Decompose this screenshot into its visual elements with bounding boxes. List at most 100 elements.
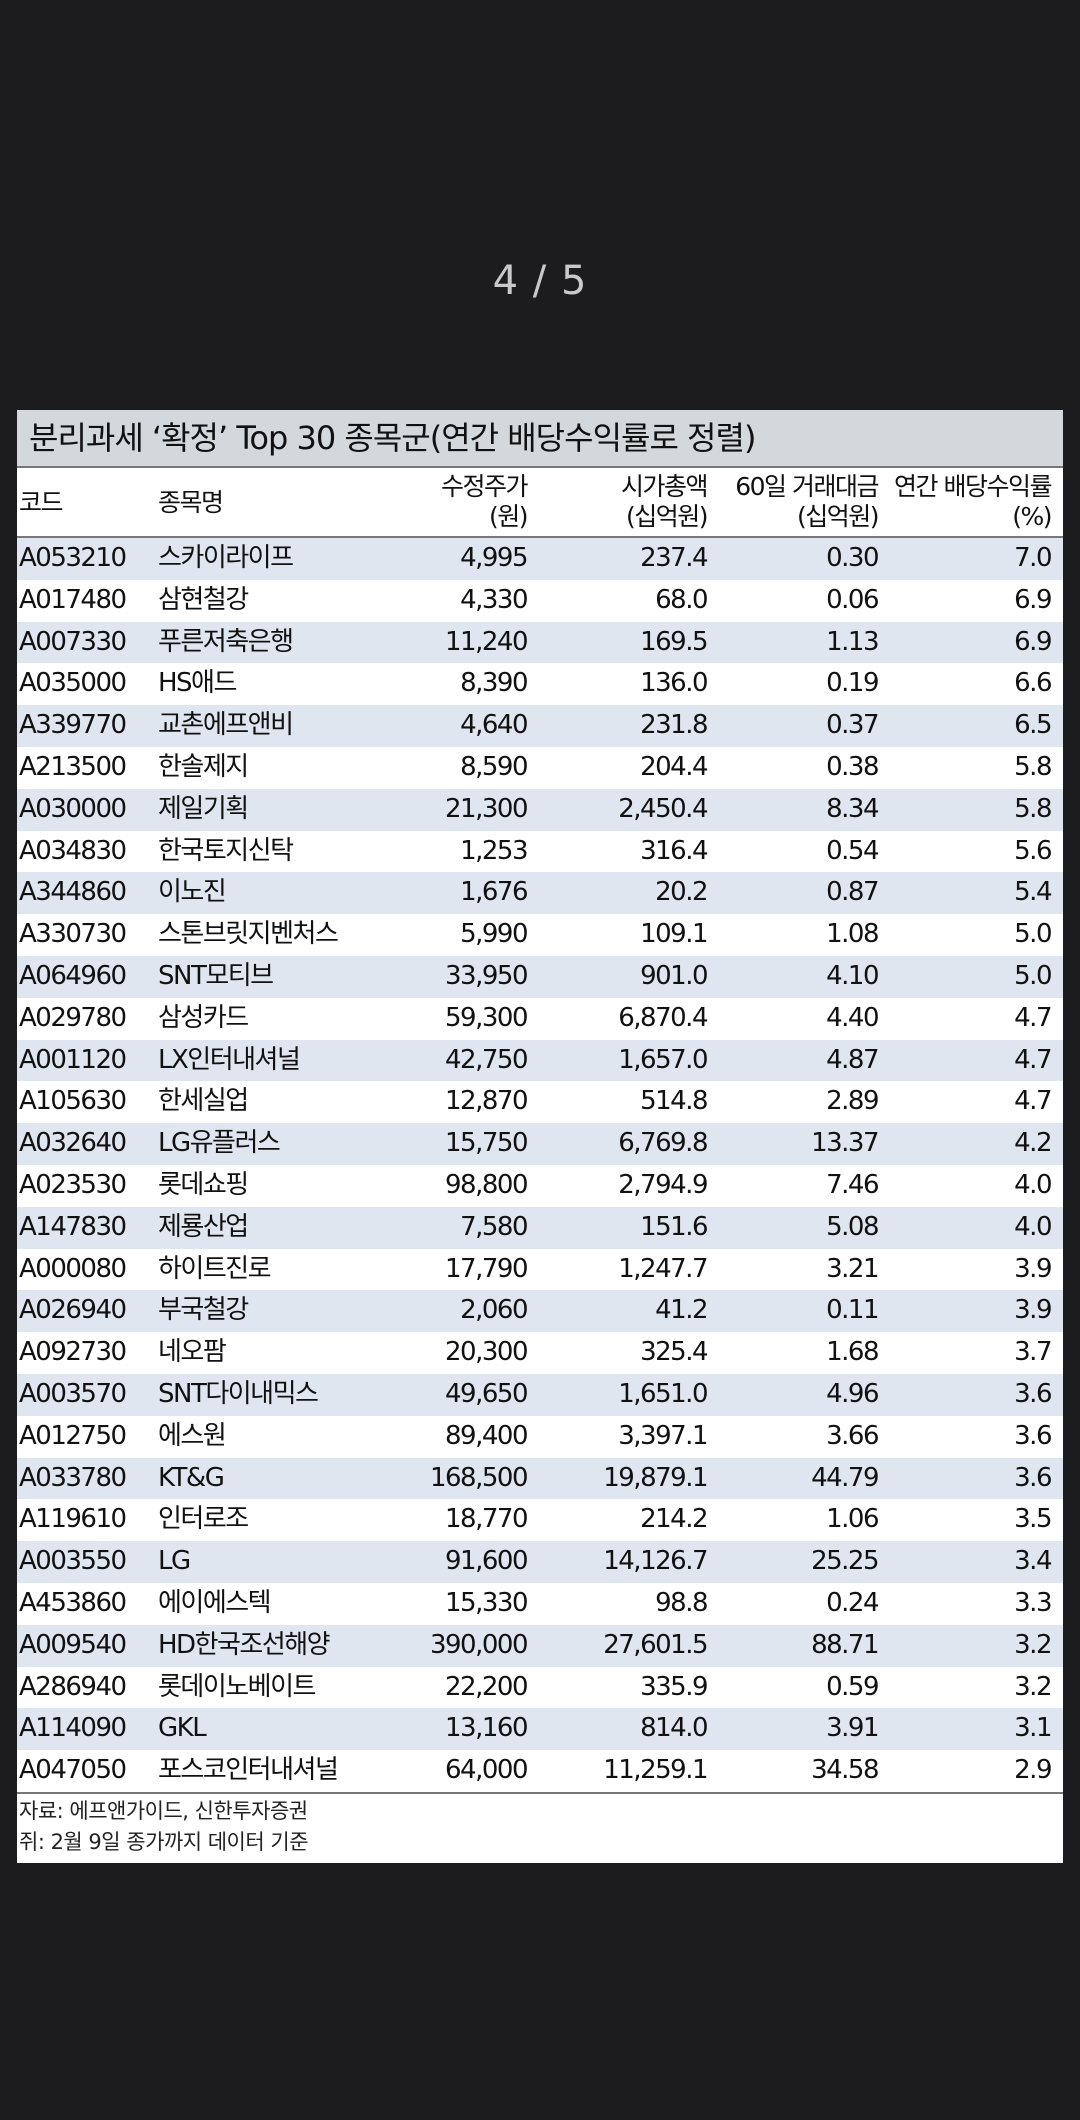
cell-code: A344860 [19,877,127,908]
cell-code: A003570 [19,1378,127,1409]
cell-trading-value: 88.71 [811,1629,879,1660]
header-price-label: 수정주가 [440,472,529,501]
cell-dividend-yield: 6.9 [1014,584,1052,615]
cell-dividend-yield: 3.9 [1014,1295,1052,1326]
cell-trading-value: 34.58 [811,1755,879,1786]
cell-name: 에스원 [158,1420,227,1451]
cell-price: 98,800 [445,1169,528,1200]
table-row: A009540 HD한국조선해양 390,000 27,601.5 88.71 3.2 [17,1624,1063,1667]
note-line: 쥐: 2월 9일 종가까지 데이터 기준 [19,1829,309,1854]
header-price-unit: (원) [488,502,529,531]
cell-name: GKL [158,1713,207,1744]
table-title: 분리과세 ‘확정’ Top 30 종목군(연간 배당수익률로 정렬) [17,410,1063,468]
cell-price: 390,000 [429,1629,529,1660]
cell-dividend-yield: 3.9 [1014,1253,1052,1284]
cell-price: 13,160 [445,1713,528,1744]
cell-trading-value: 13.37 [811,1128,879,1159]
cell-trading-value: 1.13 [826,626,879,657]
cell-trading-value: 4.10 [826,960,879,991]
table-row: A000080 하이트진로 17,790 1,247.7 3.21 3.9 [17,1249,1063,1291]
header-name: 종목명 [158,488,224,517]
table-row: A030000 제일기획 21,300 2,450.4 8.34 5.8 [17,788,1063,831]
table-row: A017480 삼현철강 4,330 68.0 0.06 6.9 [17,580,1063,622]
cell-price: 15,330 [445,1587,528,1618]
cell-market-cap: 316.4 [640,835,708,866]
cell-name: KT&G [158,1462,225,1493]
cell-name: 인터로조 [158,1504,249,1535]
cell-price: 15,750 [445,1128,528,1159]
table-row: A053210 스카이라이프 4,995 237.4 0.30 7.0 [17,538,1063,580]
cell-code: A339770 [19,710,127,741]
table-row: A064960 SNT모티브 33,950 901.0 4.10 5.0 [17,955,1063,998]
table-row: A035000 HS애드 8,390 136.0 0.19 6.6 [17,663,1063,705]
cell-market-cap: 214.2 [640,1504,708,1535]
cell-trading-value: 0.19 [826,668,879,699]
cell-dividend-yield: 4.7 [1014,1002,1052,1033]
cell-name: HD한국조선해양 [158,1629,331,1660]
cell-dividend-yield: 3.7 [1014,1337,1052,1368]
table-row: A339770 교촌에프앤비 4,640 231.8 0.37 6.5 [17,705,1063,747]
cell-dividend-yield: 3.2 [1014,1629,1052,1660]
cell-dividend-yield: 5.8 [1014,793,1052,824]
cell-dividend-yield: 4.7 [1014,1086,1052,1117]
cell-market-cap: 1,657.0 [618,1044,708,1075]
cell-market-cap: 3,397.1 [618,1420,708,1451]
header-cap-label: 시가총액 [620,472,709,501]
cell-market-cap: 1,247.7 [618,1253,708,1284]
cell-name: 교촌에프앤비 [158,710,294,741]
cell-trading-value: 1.68 [826,1337,879,1368]
cell-dividend-yield: 3.2 [1014,1671,1052,1702]
cell-code: A047050 [19,1755,127,1786]
cell-dividend-yield: 4.0 [1014,1169,1052,1200]
cell-name: 네오팜 [158,1337,227,1368]
cell-name: 한세실업 [158,1086,249,1117]
table-row: A029780 삼성카드 59,300 6,870.4 4.40 4.7 [17,998,1063,1040]
header-yield: 연간 배당수익률 (%) [894,472,1052,532]
cell-market-cap: 901.0 [640,960,708,991]
cell-market-cap: 231.8 [640,710,708,741]
cell-market-cap: 20.2 [655,877,708,908]
cell-price: 33,950 [445,960,528,991]
cell-price: 21,300 [445,793,528,824]
cell-name: SNT다이내믹스 [158,1378,319,1409]
cell-price: 59,300 [445,1002,528,1033]
cell-dividend-yield: 3.5 [1014,1504,1052,1535]
cell-name: 에이에스텍 [158,1587,272,1618]
cell-trading-value: 5.08 [826,1211,879,1242]
cell-dividend-yield: 6.5 [1014,710,1052,741]
cell-dividend-yield: 5.0 [1014,919,1052,950]
cell-code: A286940 [19,1671,127,1702]
cell-market-cap: 151.6 [640,1211,708,1242]
cell-name: 하이트진로 [158,1253,272,1284]
cell-trading-value: 2.89 [826,1086,879,1117]
table-row: A007330 푸른저축은행 11,240 169.5 1.13 6.9 [17,621,1063,664]
cell-code: A053210 [19,543,127,573]
cell-dividend-yield: 4.2 [1014,1128,1052,1159]
cell-trading-value: 0.54 [826,835,879,866]
header-price: 수정주가 (원) [440,472,529,532]
cell-price: 12,870 [445,1086,528,1117]
table-row: A003570 SNT다이내믹스 49,650 1,651.0 4.96 3.6 [17,1373,1063,1416]
cell-market-cap: 14,126.7 [603,1546,708,1577]
header-cap: 시가총액 (십억원) [620,472,709,532]
cell-trading-value: 4.40 [826,1002,879,1033]
cell-market-cap: 325.4 [640,1337,708,1368]
cell-trading-value: 0.24 [826,1587,879,1618]
header-cap-unit: (십억원) [625,502,709,531]
cell-market-cap: 11,259.1 [603,1755,708,1786]
source-note: 자료: 에프앤가이드, 신한투자증권 쥐: 2월 9일 종가까지 데이터 기준 [17,1794,1063,1858]
cell-trading-value: 44.79 [811,1462,879,1493]
cell-name: SNT모티브 [158,960,274,991]
cell-trading-value: 3.21 [826,1253,879,1284]
cell-market-cap: 335.9 [640,1671,708,1702]
page-counter: 4 / 5 [492,258,588,304]
cell-price: 17,790 [445,1253,528,1284]
cell-dividend-yield: 4.7 [1014,1044,1052,1075]
header-volume-label: 60일 거래대금 [735,472,879,501]
cell-market-cap: 136.0 [640,668,708,699]
cell-dividend-yield: 4.0 [1014,1211,1052,1242]
cell-price: 8,590 [460,751,528,782]
table-row: A344860 이노진 1,676 20.2 0.87 5.4 [17,872,1063,915]
cell-code: A023530 [19,1169,127,1200]
